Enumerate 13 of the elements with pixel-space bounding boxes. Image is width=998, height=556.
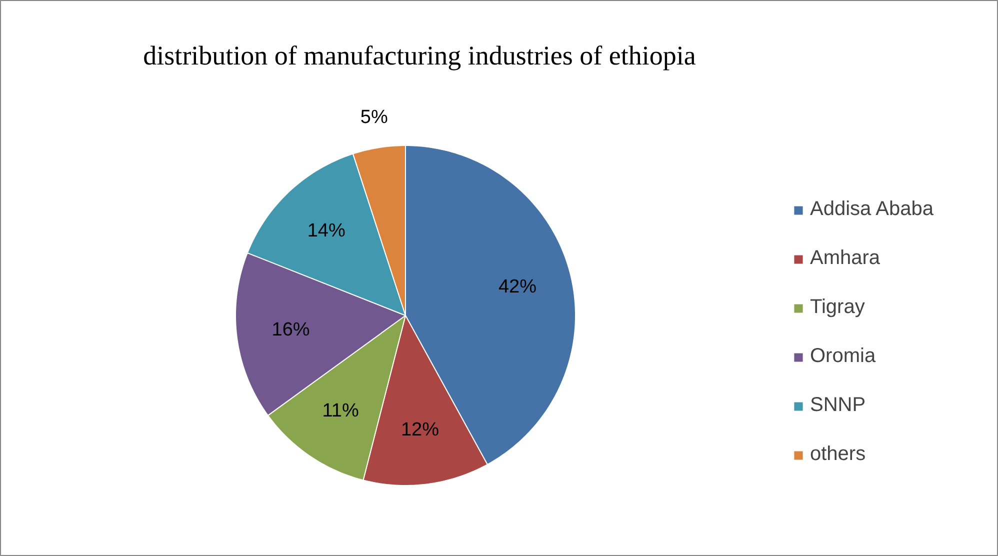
- data-label: 14%: [307, 220, 346, 242]
- data-label: 12%: [400, 420, 440, 441]
- legend-label: SNNP: [810, 394, 866, 417]
- legend-label: Addisa Ababa: [810, 198, 934, 221]
- legend-label: Amhara: [810, 247, 880, 270]
- data-label: 5%: [360, 106, 388, 128]
- chart-title: distribution of manufacturing industries of ethiopia: [143, 40, 696, 70]
- legend-label: Tigray: [810, 296, 865, 319]
- legend-label: others: [810, 443, 866, 466]
- data-label: 11%: [322, 400, 359, 422]
- data-label: 16%: [272, 319, 310, 340]
- legend-label: Oromia: [810, 345, 876, 368]
- data-label: 42%: [498, 276, 537, 298]
